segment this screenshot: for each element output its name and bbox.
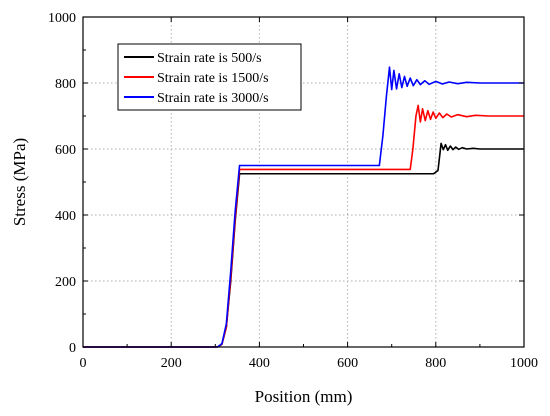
- legend-label-2: Strain rate is 1500/s: [157, 71, 269, 86]
- series-layer: [83, 66, 524, 348]
- series-line-1: [83, 142, 524, 348]
- y-tick-label: 1000: [48, 11, 76, 26]
- grid-lines: [83, 17, 524, 347]
- y-axis-title: Stress (MPa): [10, 138, 29, 226]
- series-line-2: [83, 104, 524, 348]
- x-tick-label: 1000: [510, 356, 538, 371]
- x-tick-label: 800: [425, 356, 446, 371]
- series-line-3: [83, 66, 524, 348]
- x-tick-label: 200: [161, 356, 182, 371]
- y-tick-label: 600: [55, 143, 76, 158]
- y-tick-label: 0: [69, 341, 76, 356]
- x-axis-title: Position (mm): [255, 387, 353, 406]
- legend-label-1: Strain rate is 500/s: [157, 51, 262, 66]
- x-tick-label: 0: [80, 356, 87, 371]
- y-tick-label: 200: [55, 275, 76, 290]
- y-axis: 0 200 400 600 800 1000: [48, 11, 524, 356]
- legend-label-3: Strain rate is 3000/s: [157, 91, 269, 106]
- legend: Strain rate is 500/s Strain rate is 1500/…: [117, 43, 302, 111]
- y-tick-label: 400: [55, 209, 76, 224]
- x-axis: 0 200 400 600 800 1000: [80, 17, 538, 371]
- x-tick-label: 400: [249, 356, 270, 371]
- y-tick-label: 800: [55, 77, 76, 92]
- x-tick-label: 600: [337, 356, 358, 371]
